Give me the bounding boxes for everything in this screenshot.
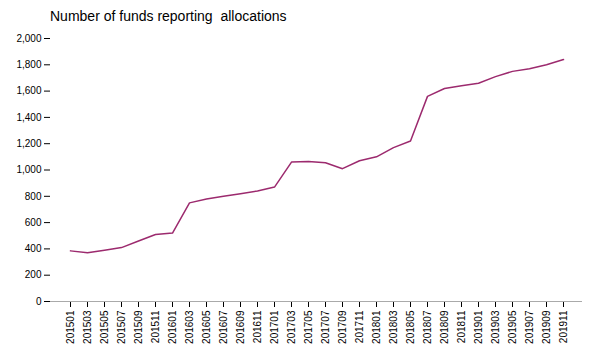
svg-text:1,200: 1,200 (16, 138, 41, 149)
svg-text:200: 200 (25, 269, 42, 280)
svg-text:201805: 201805 (405, 310, 416, 344)
svg-text:201501: 201501 (65, 310, 76, 344)
svg-text:201807: 201807 (422, 310, 433, 344)
svg-text:201803: 201803 (388, 310, 399, 344)
svg-text:201603: 201603 (184, 310, 195, 344)
svg-text:201503: 201503 (82, 310, 93, 344)
svg-text:201911: 201911 (558, 310, 569, 343)
svg-text:201905: 201905 (507, 310, 518, 344)
svg-text:201801: 201801 (371, 310, 382, 344)
svg-text:201605: 201605 (201, 310, 212, 344)
svg-text:201607: 201607 (218, 310, 229, 344)
svg-text:800: 800 (25, 191, 42, 202)
svg-text:201909: 201909 (541, 310, 552, 344)
svg-text:0: 0 (36, 296, 42, 307)
svg-text:201511: 201511 (150, 310, 161, 343)
svg-text:201505: 201505 (99, 310, 110, 344)
svg-text:201711: 201711 (354, 310, 365, 343)
svg-text:201601: 201601 (167, 310, 178, 344)
svg-text:201901: 201901 (473, 310, 484, 344)
svg-text:201903: 201903 (490, 310, 501, 344)
svg-text:2,000: 2,000 (16, 33, 41, 44)
html-text:Number of funds reporting allo: Number of funds reporting allocations (50, 8, 287, 24)
svg-text:201809: 201809 (439, 310, 450, 344)
svg-text:201811: 201811 (456, 310, 467, 343)
svg-text:201507: 201507 (116, 310, 127, 344)
svg-text:201705: 201705 (303, 310, 314, 344)
svg-text:201611: 201611 (252, 310, 263, 343)
svg-text:201703: 201703 (286, 310, 297, 344)
svg-text:1,000: 1,000 (16, 164, 41, 175)
svg-text:600: 600 (25, 217, 42, 228)
svg-text:201907: 201907 (524, 310, 535, 344)
svg-text:201509: 201509 (133, 310, 144, 344)
svg-text:1,800: 1,800 (16, 59, 41, 70)
svg-text:400: 400 (25, 243, 42, 254)
svg-text:201701: 201701 (269, 310, 280, 344)
svg-text:201709: 201709 (337, 310, 348, 344)
svg-text:1,400: 1,400 (16, 112, 41, 123)
svg-text:201707: 201707 (320, 310, 331, 344)
svg-text:1,600: 1,600 (16, 85, 41, 96)
svg-text:201609: 201609 (235, 310, 246, 344)
